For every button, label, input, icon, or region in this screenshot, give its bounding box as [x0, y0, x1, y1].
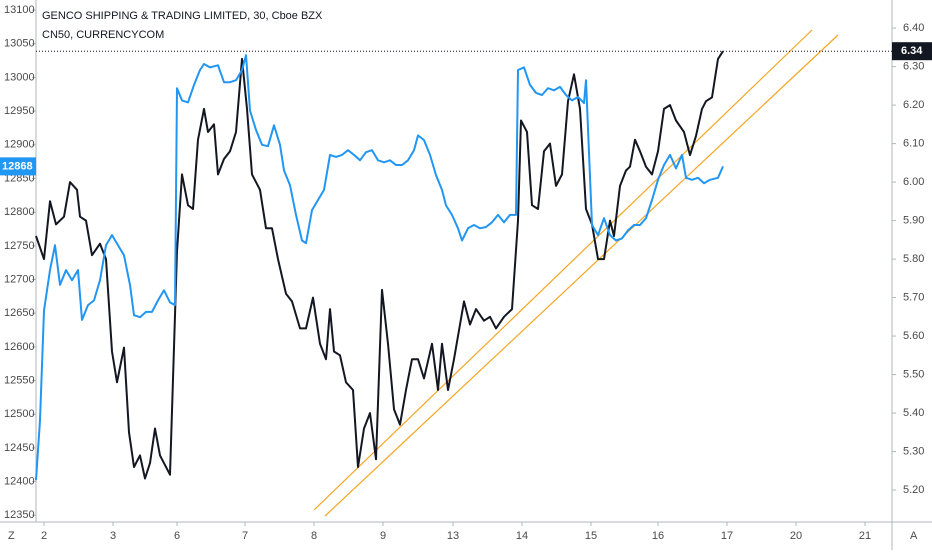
y2-tick-label: 12750	[4, 240, 35, 252]
y2-tick-label: 12900	[4, 139, 35, 151]
last-value-box	[0, 157, 36, 176]
scale-button[interactable]: Z	[8, 530, 15, 542]
x-tick-label: 8	[311, 530, 317, 542]
series-line	[35, 50, 724, 480]
x-tick-label: 14	[516, 530, 528, 542]
y-tick-label: 5.40	[903, 407, 924, 419]
last-value-label: 12868	[2, 160, 33, 172]
y2-tick-label: 12600	[4, 341, 35, 353]
x-tick-label: 21	[859, 530, 871, 542]
x-tick-label: 15	[585, 530, 597, 542]
y-tick-label: 5.20	[903, 484, 924, 496]
x-tick-label: 3	[110, 530, 116, 542]
trend-line[interactable]	[324, 34, 839, 517]
y2-tick-label: 12650	[4, 307, 35, 319]
y2-tick-label: 12400	[4, 475, 35, 487]
x-tick-label: 2	[41, 530, 47, 542]
y2-tick-label: 12550	[4, 374, 35, 386]
y2-tick-label: 12450	[4, 442, 35, 454]
y2-tick-label: 12950	[4, 105, 35, 117]
x-tick-label: 13	[447, 530, 459, 542]
y2-tick-label: 13000	[4, 71, 35, 83]
y-tick-label: 5.50	[903, 368, 924, 380]
y2-tick-label: 12350	[4, 509, 35, 521]
y-tick-label: 6.30	[903, 61, 924, 73]
y2-tick-label: 13050	[4, 38, 35, 50]
legend-compare: CN50, CURRENCYCOM	[42, 29, 164, 41]
trend-line[interactable]	[313, 29, 813, 511]
x-tick-label: 17	[721, 530, 733, 542]
x-tick-label: 7	[242, 530, 248, 542]
last-value-label: 6.34	[901, 45, 923, 57]
y-tick-label: 6.20	[903, 99, 924, 111]
y2-tick-label: 13100	[4, 4, 35, 16]
y2-tick-label: 12850	[4, 172, 35, 184]
y-tick-label: 6.00	[903, 176, 924, 188]
x-tick-label: 16	[652, 530, 664, 542]
y-tick-label: 5.90	[903, 214, 924, 226]
y-tick-label: 6.10	[903, 137, 924, 149]
y-tick-label: 5.60	[903, 330, 924, 342]
y2-tick-label: 12500	[4, 408, 35, 420]
y-tick-label: 5.80	[903, 253, 924, 265]
y-tick-label: 6.40	[903, 22, 924, 34]
x-tick-label: 9	[380, 530, 386, 542]
legend-main: GENCO SHIPPING & TRADING LIMITED, 30, Cb…	[42, 10, 323, 22]
plot-area	[35, 50, 892, 481]
y-tick-label: 5.70	[903, 291, 924, 303]
scale-button[interactable]: A	[910, 530, 918, 542]
y2-tick-label: 12700	[4, 273, 35, 285]
last-value-box	[892, 42, 932, 61]
series-line	[35, 54, 724, 481]
x-tick-label: 6	[174, 530, 180, 542]
y-tick-label: 5.30	[903, 445, 924, 457]
x-tick-label: 20	[790, 530, 802, 542]
y2-tick-label: 12800	[4, 206, 35, 218]
